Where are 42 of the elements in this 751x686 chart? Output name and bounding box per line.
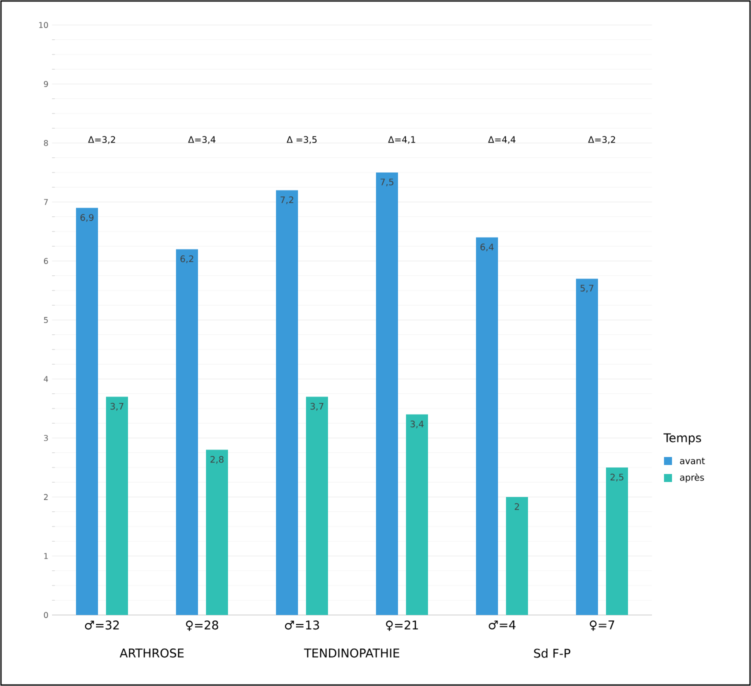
- text: ARTHROSE: [120, 648, 184, 658]
- bar: [606, 467, 628, 615]
- data-label: 2,8: [210, 456, 224, 464]
- bar: [376, 172, 398, 615]
- data-label: 6,2: [180, 255, 194, 264]
- bar: [306, 396, 328, 615]
- data-label: 7,5: [380, 178, 394, 186]
- bar: [506, 496, 528, 615]
- bar: [76, 208, 98, 615]
- bar: [206, 450, 228, 615]
- legend-title: Temps: [663, 433, 702, 445]
- data-label: 2,5: [610, 474, 624, 482]
- legend-label: après: [680, 473, 704, 483]
- annotation: Δ=3,4: [188, 136, 216, 144]
- bar: [176, 249, 198, 615]
- x-tick-label: ♂=32: [84, 620, 119, 630]
- data-label: 6,9: [80, 214, 94, 222]
- bar: [476, 237, 498, 615]
- x-tick-label: ♂=13: [284, 620, 319, 630]
- data-label: 3,7: [310, 402, 324, 411]
- annotation: Δ=4,4: [488, 136, 516, 144]
- data-label: 5,7: [580, 284, 594, 292]
- legend-label: avant: [680, 458, 705, 464]
- x-tick-label: ♂=4: [488, 620, 516, 630]
- data-label: 3,4: [410, 420, 424, 428]
- data-label: 2: [514, 503, 519, 510]
- annotation: Δ=4,1: [388, 136, 416, 144]
- x-tick-label: ♀=7: [590, 620, 614, 631]
- bar: [406, 414, 428, 615]
- annotation: Δ=3,2: [88, 136, 116, 144]
- data-label: 7,2: [280, 196, 294, 204]
- annotation: Δ=3,2: [588, 136, 616, 144]
- data-label: 3,7: [110, 402, 124, 411]
- text: Sd F-P: [534, 648, 570, 658]
- text: TENDINOPATHIE: [304, 648, 400, 658]
- bar: [276, 190, 298, 615]
- data-label: 6,4: [480, 244, 494, 252]
- x-tick-label: ♀=28: [186, 620, 218, 631]
- annotation: Δ =3,5: [286, 136, 317, 144]
- bar: [106, 396, 128, 615]
- bar: [576, 278, 598, 615]
- x-tick-label: ♀=21: [386, 620, 418, 631]
